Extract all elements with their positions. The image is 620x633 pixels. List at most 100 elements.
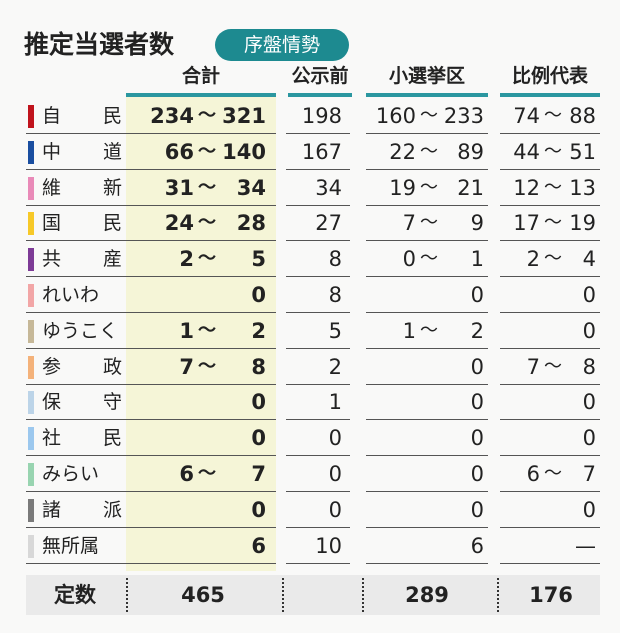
party-name: れいわ [42,282,122,308]
range-high: 5 [251,247,266,272]
party-name-part: 派 [102,498,122,521]
cell-district: 7 ～ 9 [368,210,484,236]
range-high: 0 [470,354,484,379]
value: 0 [328,497,342,522]
range-high: 8 [251,354,266,379]
range-low: 66 [164,139,194,164]
value: 8 [328,283,342,307]
party-name-part: 無所属 [42,534,100,557]
cell-district: 0 [368,461,484,487]
party-color-swatch [28,391,34,415]
cell-before: 167 [288,139,342,165]
row-divider [366,562,488,564]
range-tilde: ～ [198,463,216,484]
range-low: 2 [179,247,194,272]
page-title: 推定当選者数 [24,30,175,59]
range-high: 0 [470,390,484,415]
cell-pr: 2 ～ 4 [502,246,596,272]
party-name-part: 中 [42,140,62,163]
range-high: 0 [582,390,596,415]
row-divider [286,240,350,242]
row-divider [366,168,488,170]
range-low: 6 [526,462,540,486]
party-name-part: れいわ [42,284,100,306]
range-high: 233 [443,104,484,128]
range-low: 2 [526,247,540,272]
header-bar [500,93,600,97]
party-name: 共産 [42,246,122,272]
range-high: 0 [251,283,266,307]
party-name-part: 諸 [42,498,62,521]
row-divider [26,526,276,528]
cell-total: 31 ～ 34 [128,175,266,201]
table-row: 参政 7 ～ 8 2 0 7 ～ 8 [0,349,620,385]
value: 5 [328,318,342,343]
cell-district: 6 [368,533,484,559]
cell-total: 0 [128,282,266,308]
header-total: 合計 [181,65,220,87]
range-high: 19 [569,211,596,236]
row-divider [26,419,276,421]
party-name: 参政 [42,354,122,380]
row-divider [366,276,488,278]
cell-pr: 74 ～ 88 [502,103,596,129]
status-badge: 序盤情勢 [215,29,349,61]
range-high: 1 [470,247,484,272]
row-divider [366,347,488,349]
cell-before: 0 [288,425,342,451]
party-name-part: 民 [102,212,122,235]
range-high: 0 [251,390,266,415]
range-low: 44 [513,139,540,164]
party-name: 諸派 [42,497,122,523]
row-divider [286,312,350,313]
cell-pr: 0 [502,282,596,308]
range-tilde: ～ [198,105,216,126]
value: 0 [328,462,342,486]
row-divider [26,562,276,564]
cell-total: 0 [128,389,266,415]
table-row: 中道 66 ～ 140 167 22 ～ 89 44 ～ 51 [0,134,620,170]
cell-total: 24 ～ 28 [128,210,266,236]
header-bar [126,93,276,97]
value: 198 [301,104,342,128]
cell-district: 1 ～ 2 [368,318,484,344]
cell-total: 7 ～ 8 [128,354,266,380]
cell-total: 0 [128,425,266,451]
range-tilde: ～ [420,176,438,198]
cell-district: 0 ～ 1 [368,246,484,272]
range-tilde: ～ [420,248,438,270]
value: 34 [315,175,342,200]
row-divider [366,419,488,421]
range-tilde: ～ [544,140,562,162]
value: 2 [328,354,342,379]
row-divider [366,455,488,457]
range-low: 17 [513,211,540,236]
cell-before: 34 [288,175,342,201]
row-divider [286,276,350,278]
row-divider [500,419,600,421]
party-color-swatch [28,463,34,486]
range-high: 0 [582,426,596,451]
table-row: 自民 234 ～ 321 198 160 ～ 233 74 ～ 88 [0,98,620,134]
party-name: 維新 [42,175,122,201]
range-high: 6 [251,533,266,558]
row-divider [286,562,350,564]
cell-pr: 7 ～ 8 [502,354,596,380]
range-tilde: ～ [420,319,438,341]
row-divider [500,455,600,457]
row-divider [500,491,600,492]
header-bar [366,93,488,97]
header-district: 小選挙区 [388,65,465,87]
range-tilde: ～ [198,355,216,377]
row-divider [366,526,488,528]
row-divider [500,383,600,385]
row-divider [286,526,350,528]
party-name-part: 新 [102,176,122,199]
party-name: 無所属 [42,533,122,559]
row-divider [366,312,488,313]
cell-before: 8 [288,246,342,272]
